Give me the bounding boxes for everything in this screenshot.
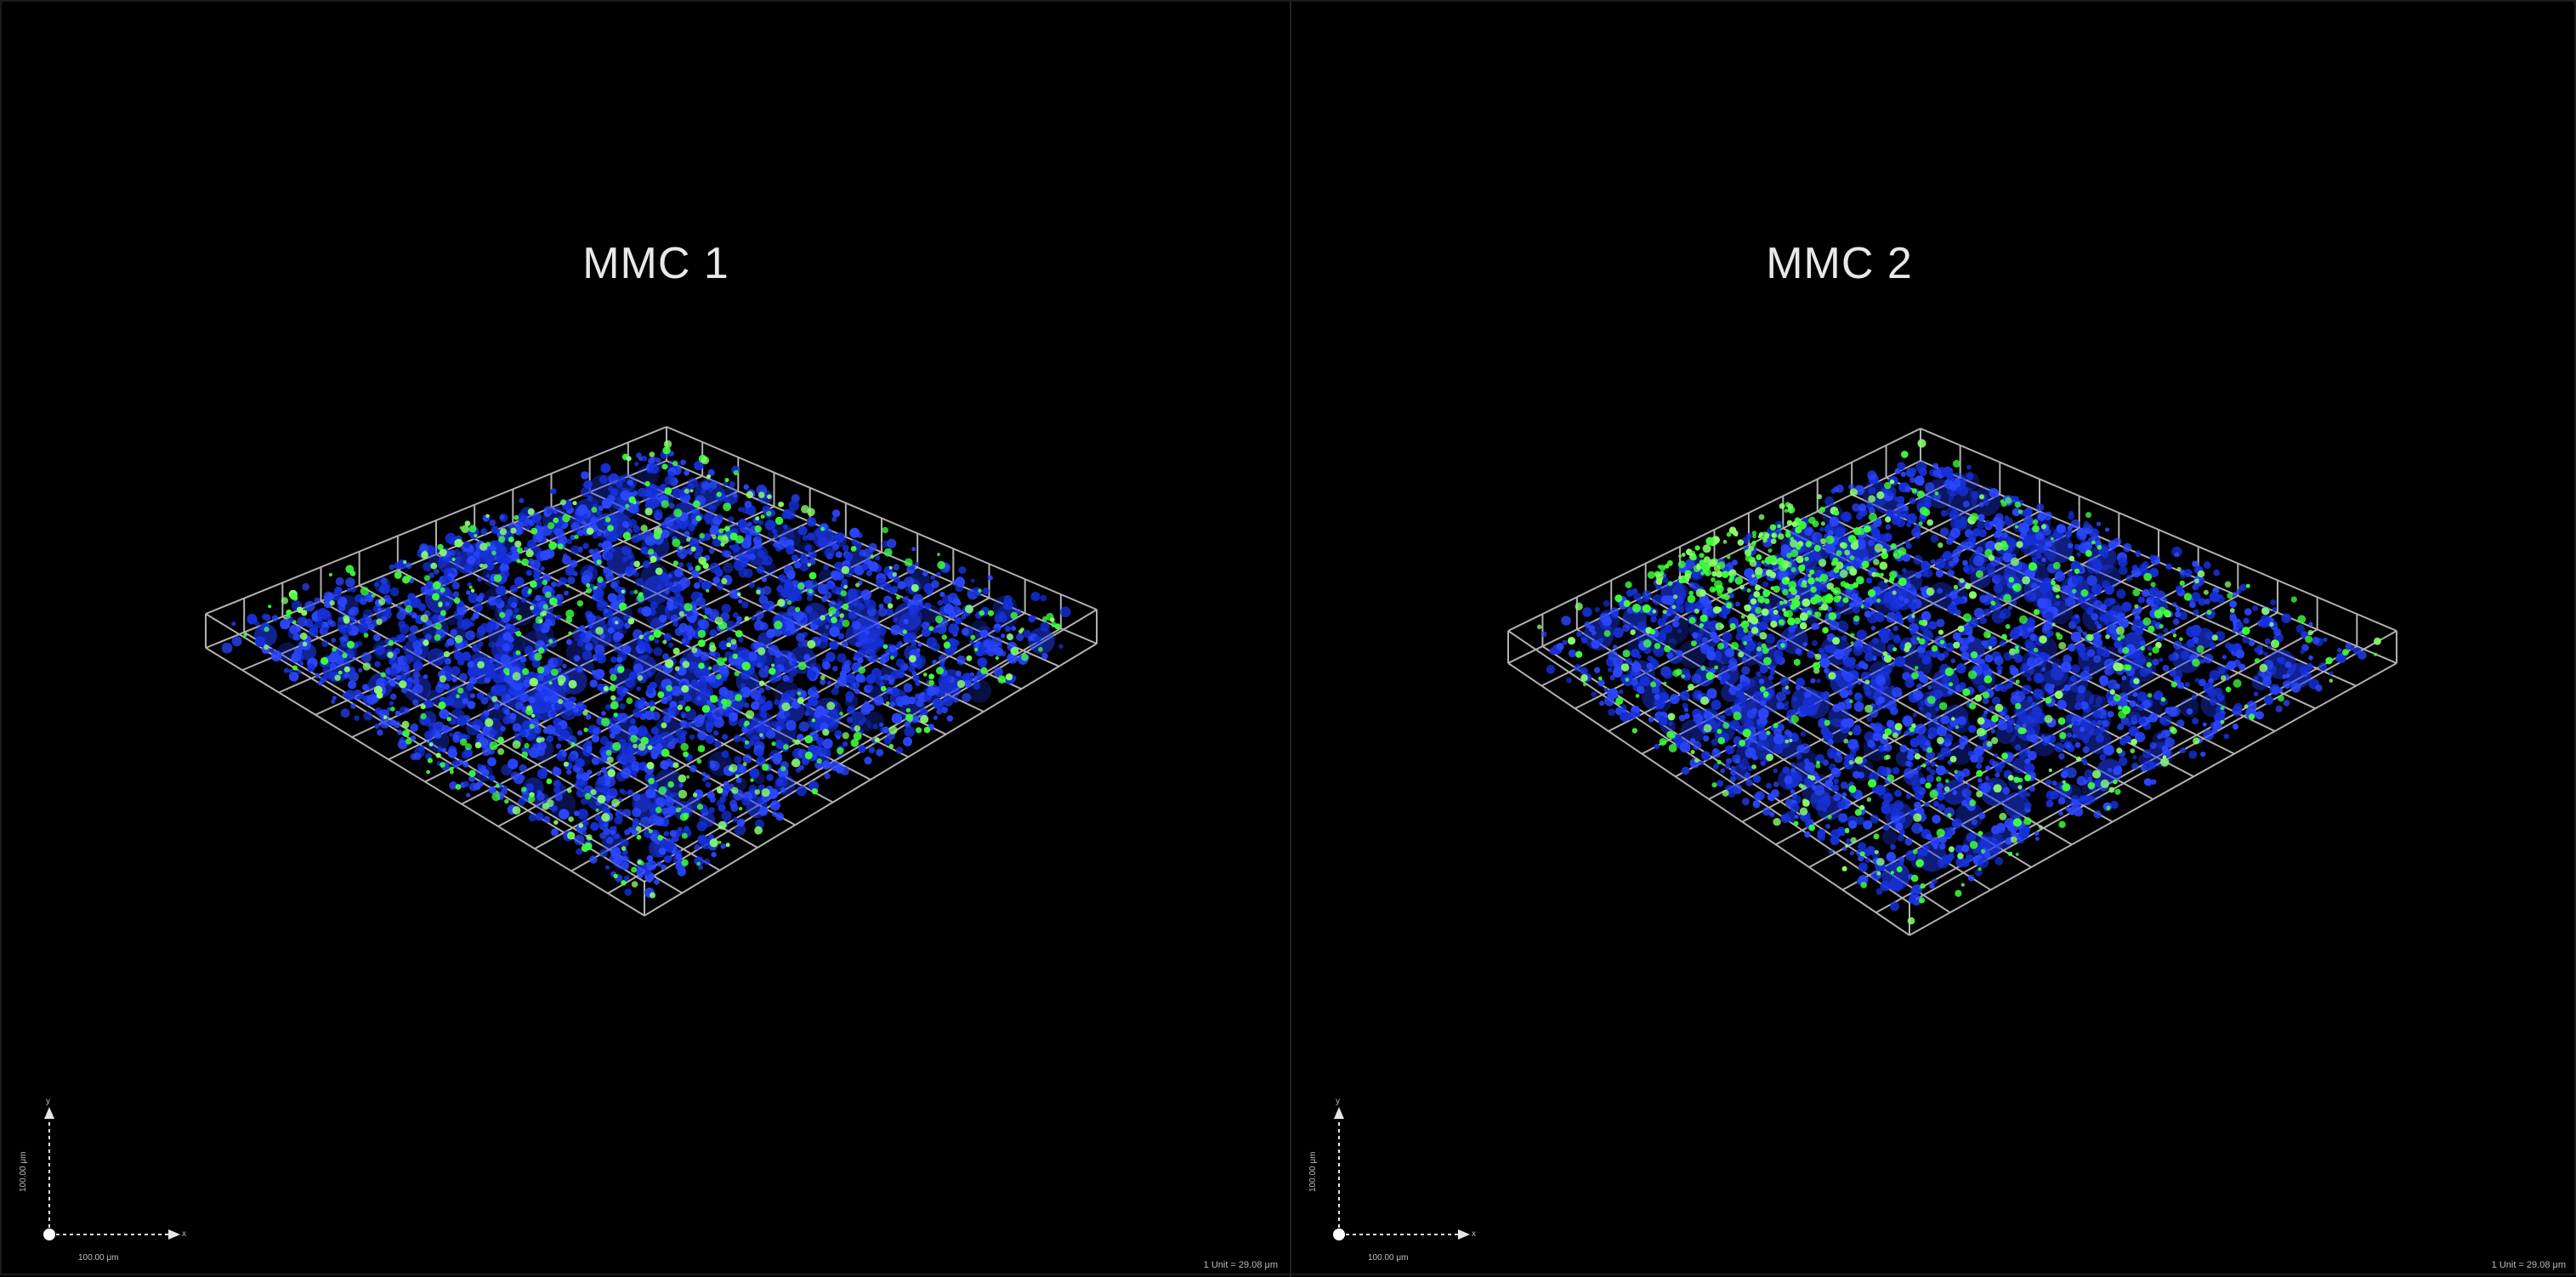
scale-readout: 1 Unit = 29.08 μm [1204, 1260, 1278, 1270]
marker-layer [243, 440, 1060, 899]
nuclei-layer [1541, 462, 2367, 911]
axis-x-tick: x [182, 1229, 186, 1239]
axis-x-length: 100.00 μm [1368, 1253, 1408, 1263]
axis-y-tick: y [1336, 1097, 1340, 1106]
axis-x-tick: x [1472, 1229, 1476, 1239]
axis-gizmo [1291, 2, 2576, 1277]
bounding-grid [206, 427, 1097, 916]
3d-volume-render [2, 2, 1290, 1277]
axis-gizmo [2, 2, 1290, 1277]
nuclei-layer [222, 451, 1071, 898]
bounding-grid [1508, 429, 2397, 935]
panel-title: MMC 2 [1196, 238, 2482, 289]
panel-mmc-2: MMC 2 100.00 μm 100.00 μm x y 1 Unit = 2… [1290, 2, 2576, 1277]
axis-y-tick: y [46, 1097, 50, 1106]
axis-x-length: 100.00 μm [78, 1253, 118, 1263]
panel-mmc-1: MMC 1 100.00 μm 100.00 μm x y 1 Unit = 2… [2, 2, 1290, 1277]
3d-volume-render [1291, 2, 2576, 1277]
axis-y-length: 100.00 μm [1308, 1152, 1318, 1192]
panel-title: MMC 1 [12, 238, 1300, 289]
axis-y-length: 100.00 μm [19, 1152, 28, 1192]
marker-layer [1537, 439, 2381, 924]
scale-readout: 1 Unit = 29.08 μm [2492, 1260, 2566, 1270]
